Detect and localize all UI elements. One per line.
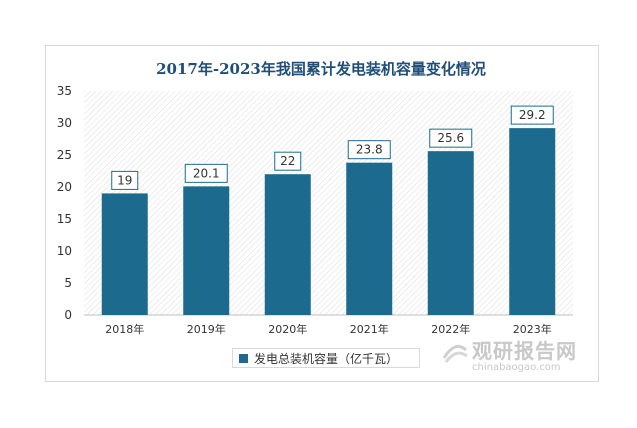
data-label-box <box>111 170 139 190</box>
data-label: 19 <box>117 173 132 187</box>
data-label-box <box>274 151 302 171</box>
x-tick-label: 2018年 <box>105 322 144 336</box>
y-tick-label: 20 <box>57 180 72 194</box>
legend-swatch <box>239 353 248 363</box>
data-label: 23.8 <box>356 143 383 157</box>
data-label-box <box>184 163 228 183</box>
bar <box>264 174 311 315</box>
data-label: 25.6 <box>437 131 464 145</box>
bar <box>509 128 556 315</box>
x-tick-label: 2022年 <box>431 322 470 336</box>
y-tick-label: 0 <box>64 308 72 322</box>
data-label-box <box>510 105 554 125</box>
y-tick-label: 5 <box>64 276 72 290</box>
x-tick-label: 2021年 <box>350 322 389 336</box>
data-label: 22 <box>280 154 295 168</box>
legend: 发电总装机容量（亿千瓦） <box>232 348 420 368</box>
bar <box>427 151 474 315</box>
data-label-box <box>347 140 391 160</box>
data-label: 29.2 <box>519 108 546 122</box>
data-label: 20.1 <box>193 166 220 180</box>
x-axis: 2018年 2019年 2020年 2021年 2022年 2023年 <box>84 314 573 336</box>
y-tick-label: 25 <box>57 148 72 162</box>
plot-area <box>84 91 573 315</box>
y-tick-label: 10 <box>57 244 72 258</box>
y-axis: 0 5 10 15 20 25 30 35 <box>57 84 72 322</box>
bar <box>101 193 148 315</box>
y-tick-label: 15 <box>57 212 72 226</box>
bar <box>183 186 230 315</box>
y-tick-label: 35 <box>57 84 72 98</box>
bar <box>346 162 393 315</box>
x-tick-label: 2023年 <box>513 322 552 336</box>
bars <box>101 128 556 315</box>
data-labels: 19 20.1 22 23.8 25.6 29.2 <box>111 105 554 190</box>
data-label-box <box>429 128 473 148</box>
y-tick-label: 30 <box>57 116 72 130</box>
x-tick-label: 2020年 <box>268 322 307 336</box>
legend-label: 发电总装机容量（亿千瓦） <box>254 351 399 366</box>
watermark-logo-icon <box>442 344 468 363</box>
chart-title: 2017年-2023年我国累计发电装机容量变化情况 <box>156 60 486 78</box>
watermark-brand: 观研报告网 <box>472 339 577 363</box>
x-tick-label: 2019年 <box>187 322 226 336</box>
watermark-url: chinabaogao.com <box>472 362 561 373</box>
